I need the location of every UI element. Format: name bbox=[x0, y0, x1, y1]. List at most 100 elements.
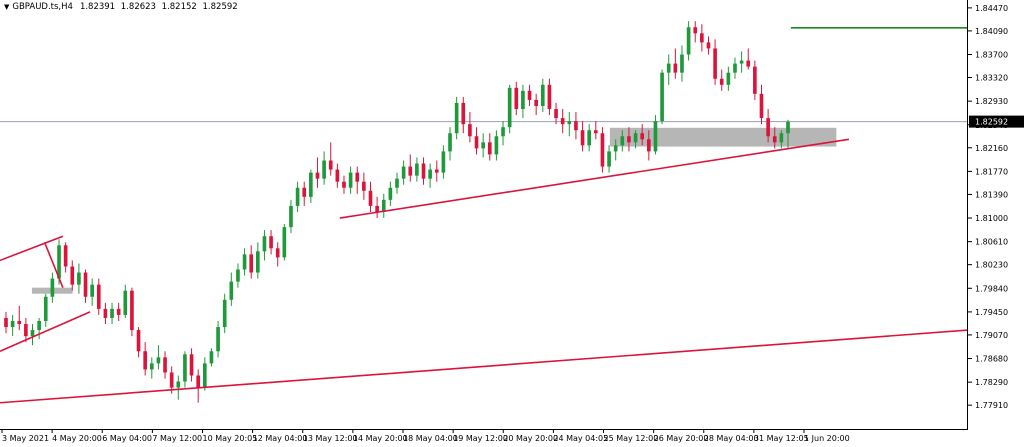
candle-body bbox=[222, 299, 227, 328]
candle-body bbox=[143, 351, 147, 370]
candle-body bbox=[534, 99, 538, 106]
x-tick-label: 12 May 04:00 bbox=[253, 434, 308, 443]
candle bbox=[434, 160, 439, 182]
candle-body bbox=[368, 190, 373, 206]
candle bbox=[96, 278, 101, 315]
candle-body bbox=[726, 72, 731, 85]
candle bbox=[653, 115, 658, 155]
candle-body bbox=[10, 320, 15, 328]
candle bbox=[216, 320, 220, 358]
candle bbox=[666, 54, 671, 85]
candle-body bbox=[580, 130, 585, 146]
candle-body bbox=[156, 357, 161, 364]
candle bbox=[779, 130, 784, 149]
candle bbox=[229, 272, 234, 306]
candle bbox=[130, 287, 134, 337]
candle-body bbox=[289, 205, 293, 228]
candle-body bbox=[673, 63, 678, 73]
candle bbox=[421, 157, 426, 185]
candle-body bbox=[680, 54, 684, 73]
candle-body bbox=[209, 351, 214, 364]
candle-body bbox=[83, 272, 88, 297]
candle-body bbox=[149, 363, 154, 370]
triangle-down-icon[interactable]: ▼ bbox=[4, 2, 10, 11]
y-tick-label: 1.82160 bbox=[975, 144, 1008, 153]
candle bbox=[103, 302, 108, 325]
candle bbox=[693, 21, 698, 43]
candle-body bbox=[706, 42, 711, 49]
price-tag-bg bbox=[969, 115, 1024, 128]
y-tick-label: 1.81390 bbox=[975, 190, 1008, 199]
candle bbox=[428, 163, 432, 188]
candle bbox=[580, 121, 585, 152]
y-tick-label: 1.78680 bbox=[975, 355, 1008, 364]
candle-body bbox=[481, 142, 485, 149]
x-tick-label: 25 May 12:00 bbox=[604, 434, 659, 443]
candle bbox=[613, 139, 618, 161]
candle-body bbox=[501, 127, 505, 137]
candle-body bbox=[388, 187, 393, 200]
candle bbox=[183, 351, 187, 388]
candle bbox=[607, 145, 611, 173]
candle bbox=[10, 314, 15, 337]
chart-header: ▼ GBPAUD.ts,H4 1.82391 1.82623 1.82152 1… bbox=[4, 2, 241, 12]
candle-body bbox=[627, 136, 631, 143]
candle-body bbox=[441, 151, 446, 173]
candle-body bbox=[448, 133, 452, 152]
candle-body bbox=[613, 145, 618, 152]
candle-body bbox=[70, 266, 75, 285]
candle-body bbox=[322, 160, 326, 179]
time-axis: 3 May 2021 4 May 20:00 6 May 04:00 7 May 12… bbox=[1, 430, 850, 443]
candle bbox=[521, 84, 525, 119]
candle bbox=[4, 311, 8, 334]
candle-body bbox=[328, 160, 333, 170]
candle bbox=[209, 348, 214, 367]
candle bbox=[633, 130, 638, 149]
symbol-label: GBPAUD.ts,H4 bbox=[12, 2, 73, 12]
candle bbox=[256, 242, 260, 279]
candle bbox=[17, 305, 22, 331]
candle-body bbox=[282, 227, 287, 258]
candle bbox=[481, 133, 485, 158]
candle bbox=[620, 130, 625, 152]
candle-body bbox=[169, 372, 174, 388]
candle-body bbox=[700, 33, 704, 43]
candle-body bbox=[183, 354, 187, 382]
x-tick-label: 19 May 12:00 bbox=[453, 434, 508, 443]
candle bbox=[660, 69, 664, 125]
candle bbox=[600, 127, 605, 173]
lower-trendline bbox=[0, 329, 969, 404]
y-tick-label: 1.84470 bbox=[975, 4, 1008, 13]
candle-body bbox=[342, 181, 346, 188]
candle bbox=[627, 127, 631, 152]
candle bbox=[527, 84, 532, 106]
candle bbox=[448, 127, 452, 161]
candle-body bbox=[739, 60, 744, 64]
candle-body bbox=[63, 245, 68, 267]
open-value: 1.82391 bbox=[79, 2, 116, 12]
candle bbox=[43, 293, 48, 328]
candle bbox=[540, 78, 545, 113]
candle-body bbox=[302, 187, 307, 197]
x-tick-label: 1 Jun 20:00 bbox=[804, 434, 850, 443]
candle bbox=[468, 112, 472, 143]
candle bbox=[50, 272, 55, 303]
candle bbox=[395, 172, 399, 194]
candle-body bbox=[17, 320, 22, 325]
candle-body bbox=[434, 169, 439, 173]
candle-body bbox=[640, 133, 645, 140]
candle bbox=[375, 196, 379, 219]
candle bbox=[136, 327, 141, 358]
candle bbox=[507, 84, 512, 134]
candle bbox=[474, 127, 479, 155]
candle-body bbox=[686, 27, 691, 55]
candle-body bbox=[600, 133, 605, 167]
candle-body bbox=[50, 278, 55, 297]
candle-body bbox=[57, 245, 61, 279]
candle-body bbox=[560, 118, 565, 125]
candle-body bbox=[633, 133, 638, 143]
candle-body bbox=[30, 330, 35, 337]
candle bbox=[686, 21, 691, 61]
